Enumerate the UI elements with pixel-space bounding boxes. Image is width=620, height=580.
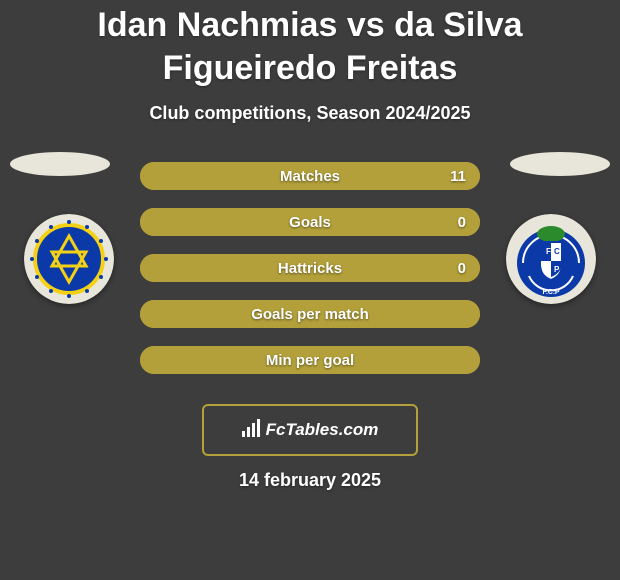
stat-pill: Matches 11 (140, 162, 480, 190)
pill-label: Hattricks (278, 260, 342, 277)
pill-label: Matches (280, 168, 340, 185)
watermark-text: FcTables.com (266, 420, 379, 440)
pill-value-right: 11 (450, 168, 466, 185)
svg-text:P: P (554, 265, 560, 274)
player-left-ellipse (10, 152, 110, 176)
pill-fill-right (310, 208, 480, 236)
svg-text:C: C (554, 247, 560, 256)
pill-label: Goals (289, 214, 331, 231)
svg-text:F: F (546, 247, 551, 256)
stat-pill: Goals per match (140, 300, 480, 328)
bar-chart-icon (242, 419, 262, 442)
pill-value-right: 0 (458, 214, 466, 231)
pill-value-right: 0 (458, 260, 466, 277)
svg-text:F.C.P: F.C.P (542, 289, 559, 296)
date-label: 14 february 2025 (0, 470, 620, 491)
stat-pill: Hattricks 0 (140, 254, 480, 282)
stat-pill: Min per goal (140, 346, 480, 374)
page-subtitle: Club competitions, Season 2024/2025 (0, 103, 620, 124)
club-logo-left (24, 214, 114, 304)
page-title: Idan Nachmias vs da Silva Figueiredo Fre… (0, 0, 620, 89)
stat-pill: Goals 0 (140, 208, 480, 236)
pill-label: Min per goal (266, 352, 354, 369)
club-logo-right: F C P F.C.P (506, 214, 596, 304)
comparison-chart: F C P F.C.P Matches11Goals0Hattricks0Goa… (0, 152, 620, 392)
watermark-box: FcTables.com (202, 404, 418, 456)
pill-column: Matches 11 Goals 0 Hattricks 0 Goals per match… (140, 162, 480, 374)
pill-fill-left (140, 208, 310, 236)
player-right-ellipse (510, 152, 610, 176)
pill-label: Goals per match (251, 306, 369, 323)
